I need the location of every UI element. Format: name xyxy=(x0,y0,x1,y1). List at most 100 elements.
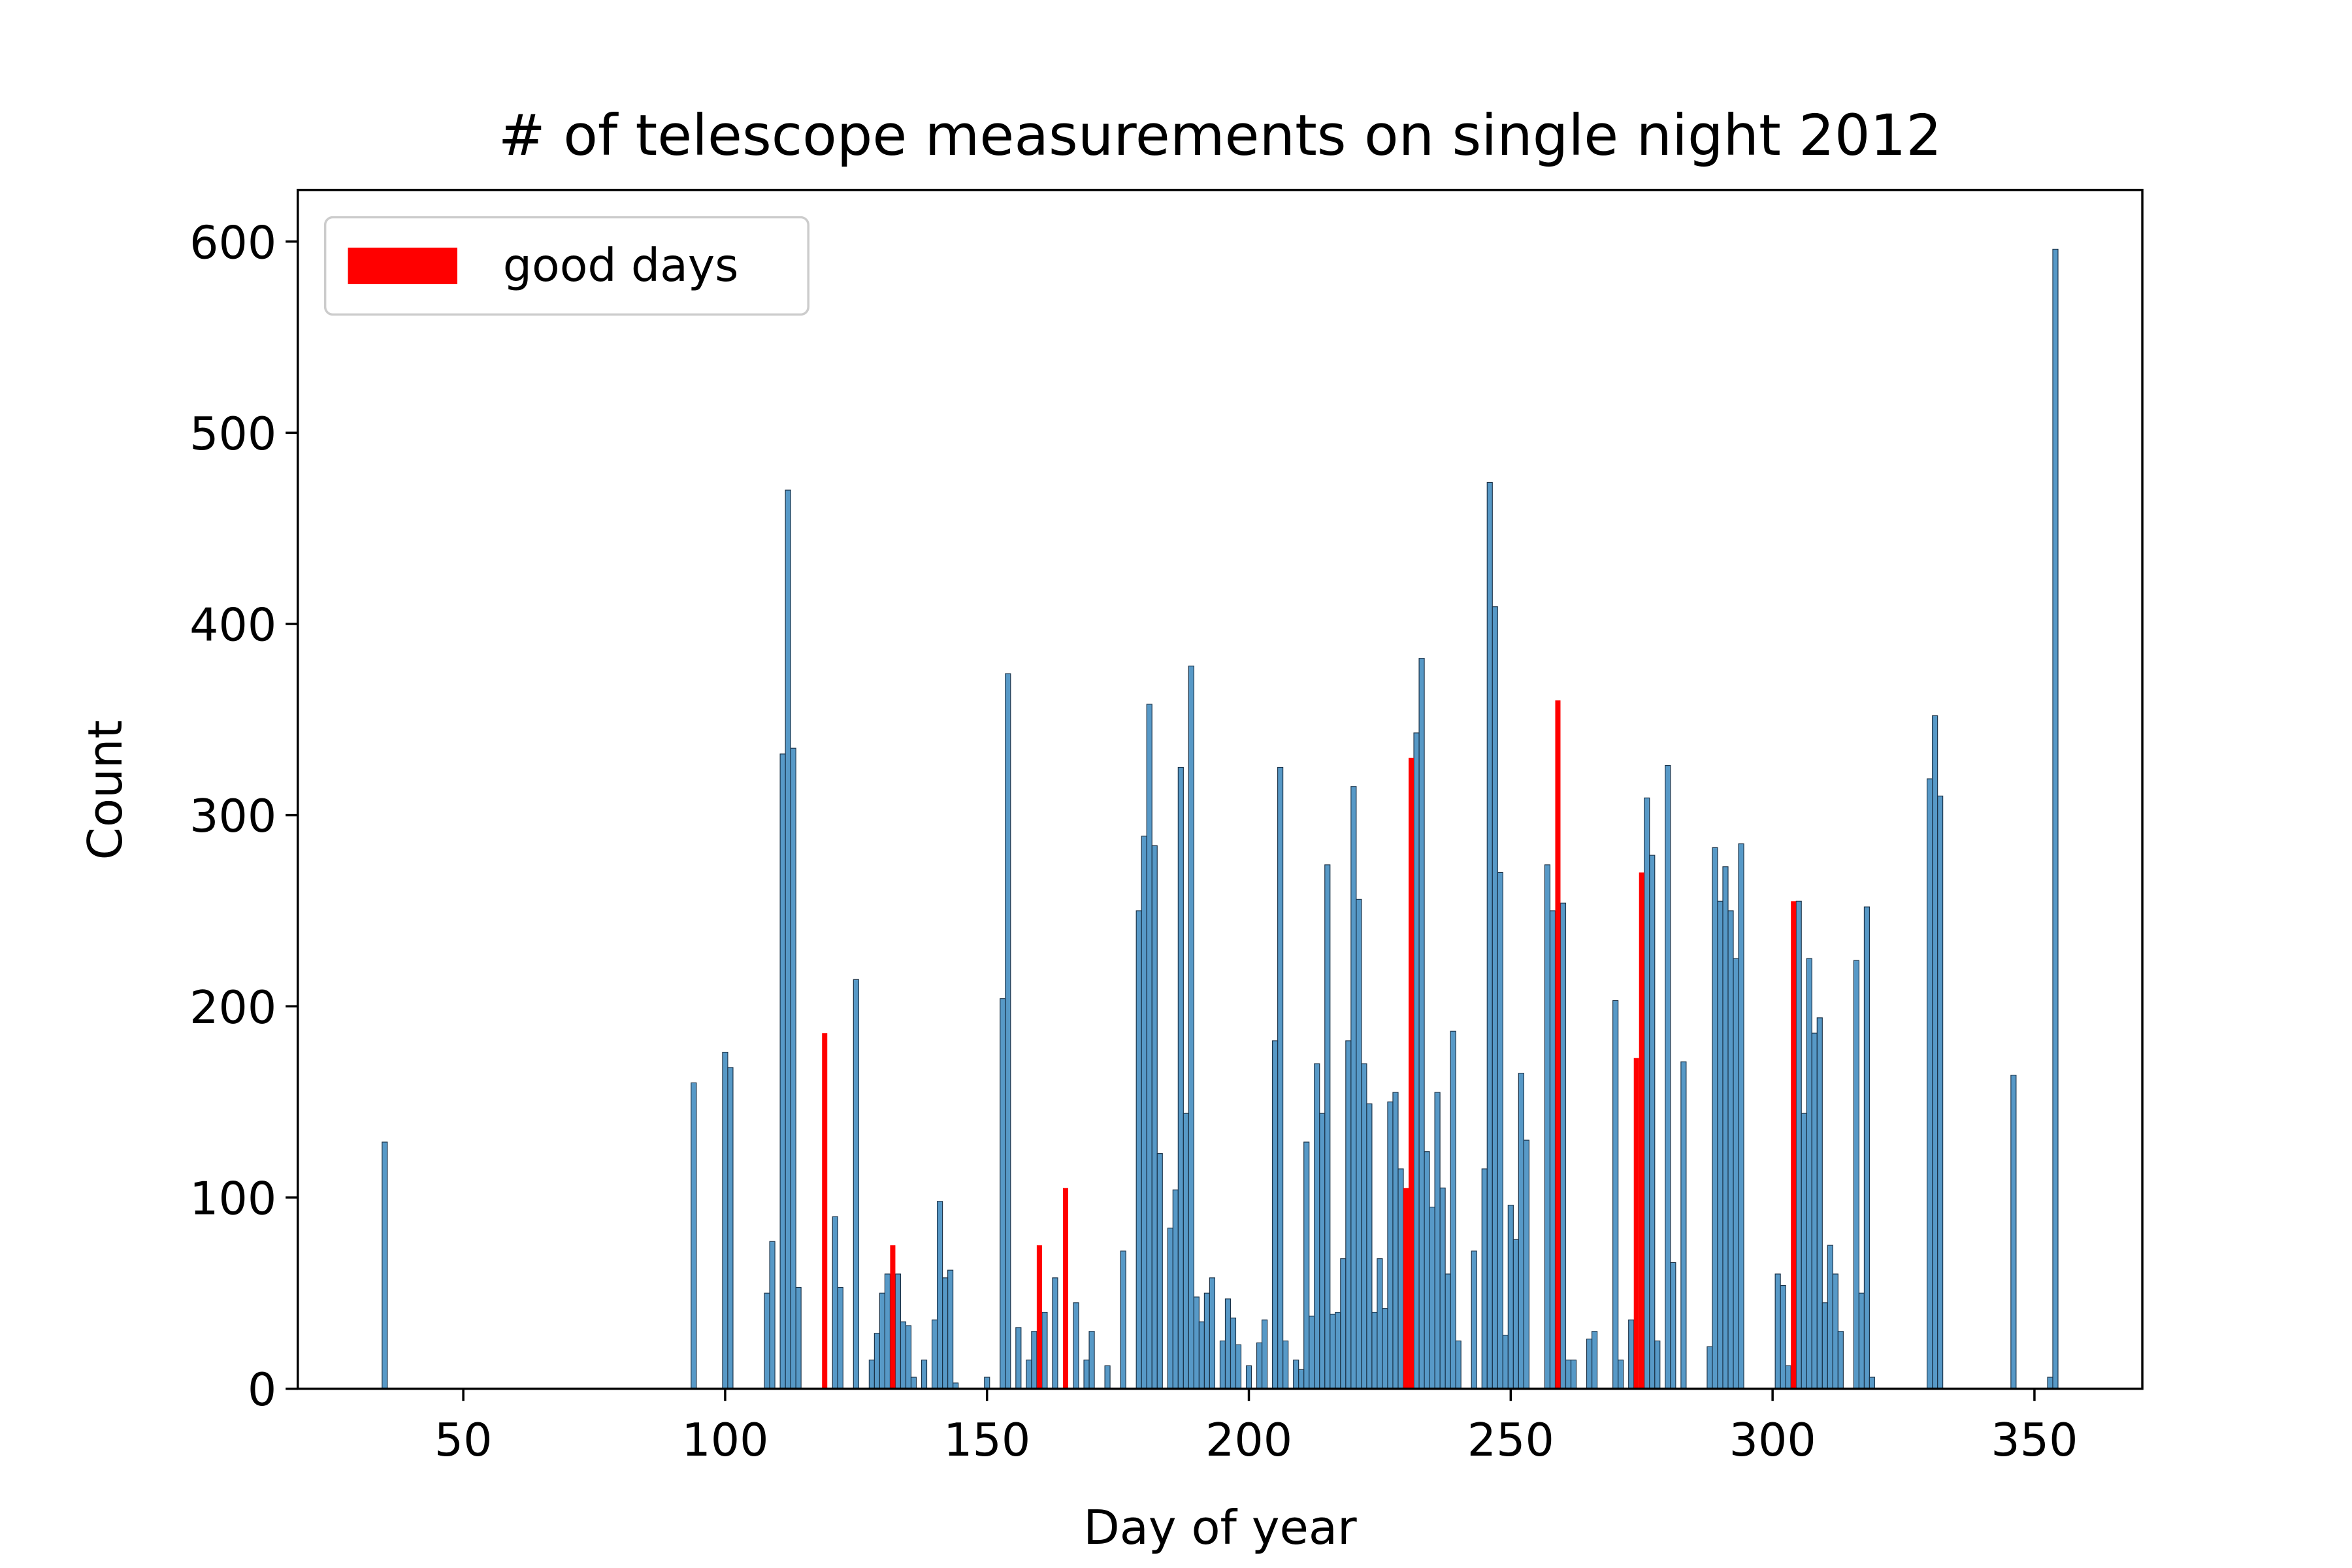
bar xyxy=(921,1360,928,1390)
bar xyxy=(1429,1206,1435,1390)
bar xyxy=(1146,704,1152,1390)
bar xyxy=(1927,778,1933,1390)
bar xyxy=(900,1321,907,1390)
bar xyxy=(1392,1092,1399,1390)
bar xyxy=(1209,1277,1216,1390)
bar xyxy=(1309,1315,1315,1390)
x-tick-label: 200 xyxy=(1205,1414,1292,1467)
bar xyxy=(1523,1139,1529,1390)
bar xyxy=(942,1277,949,1390)
bar xyxy=(1733,958,1739,1390)
bar xyxy=(1858,1292,1865,1390)
bar xyxy=(1424,1151,1430,1390)
bar xyxy=(1502,1335,1509,1390)
bar xyxy=(1518,1073,1524,1390)
bar xyxy=(1397,1168,1404,1390)
bar xyxy=(1795,900,1802,1390)
bar xyxy=(1570,1360,1577,1390)
bar xyxy=(1722,866,1729,1390)
bar xyxy=(1811,1032,1818,1390)
bar xyxy=(1821,1302,1828,1390)
bar xyxy=(1120,1250,1126,1390)
bar xyxy=(947,1269,954,1390)
bar xyxy=(1193,1296,1200,1390)
bar xyxy=(1298,1369,1305,1390)
bar xyxy=(1544,864,1551,1390)
bar xyxy=(1387,1102,1394,1390)
bar xyxy=(1853,960,1859,1390)
bar xyxy=(2052,248,2059,1390)
bar xyxy=(1560,902,1567,1390)
bar xyxy=(1618,1360,1624,1390)
bar xyxy=(879,1292,885,1390)
x-axis-label: Day of year xyxy=(1083,1501,1357,1556)
bar xyxy=(1507,1205,1514,1390)
bar xyxy=(1172,1189,1179,1390)
bar xyxy=(2047,1377,2053,1390)
y-tick-label: 200 xyxy=(189,981,276,1034)
bar xyxy=(1832,1273,1838,1390)
bar xyxy=(1512,1239,1519,1390)
bar xyxy=(931,1319,938,1390)
bar xyxy=(1135,910,1142,1390)
chart-title: # of telescope measurements on single ni… xyxy=(498,103,1942,169)
bar xyxy=(1335,1311,1341,1390)
legend-label: good days xyxy=(503,239,739,292)
bar xyxy=(1639,872,1644,1389)
bar xyxy=(1036,1245,1042,1389)
plot-frame xyxy=(297,188,2144,1390)
bar xyxy=(1303,1141,1310,1390)
bar xyxy=(1224,1298,1232,1390)
bar xyxy=(1188,665,1194,1390)
bar xyxy=(1330,1313,1336,1390)
bar xyxy=(1261,1319,1268,1390)
bar xyxy=(1340,1258,1347,1390)
bar xyxy=(1806,958,1812,1390)
bar xyxy=(1041,1311,1048,1390)
bar xyxy=(1481,1168,1488,1390)
bar xyxy=(1272,1040,1279,1390)
bar xyxy=(1774,1273,1781,1390)
bar xyxy=(1869,1377,1876,1390)
bar xyxy=(1198,1321,1205,1390)
bar xyxy=(1717,900,1723,1390)
y-tick-label: 100 xyxy=(189,1173,276,1226)
bar xyxy=(1052,1277,1058,1390)
bar xyxy=(1780,1284,1786,1390)
bar xyxy=(722,1051,728,1390)
bar xyxy=(1863,906,1870,1390)
bar xyxy=(1937,795,1944,1390)
bar xyxy=(874,1333,880,1390)
bar xyxy=(1177,766,1184,1390)
bar xyxy=(1409,757,1414,1389)
bar xyxy=(1738,843,1744,1390)
bar xyxy=(832,1216,838,1390)
x-tick-label: 350 xyxy=(1991,1414,2078,1467)
bar xyxy=(1073,1302,1079,1390)
bar xyxy=(779,753,786,1390)
bar xyxy=(1104,1365,1111,1390)
bar xyxy=(1151,845,1158,1390)
bar xyxy=(1403,1188,1409,1389)
bar xyxy=(1816,1017,1823,1390)
bar xyxy=(1245,1365,1252,1390)
bar xyxy=(1785,1365,1791,1390)
bar xyxy=(1203,1292,1210,1390)
bar xyxy=(1005,673,1011,1390)
bar xyxy=(1156,1153,1163,1390)
bar xyxy=(1445,1273,1451,1390)
bar xyxy=(1356,898,1362,1390)
bar xyxy=(382,1141,388,1390)
bar xyxy=(1350,786,1357,1390)
bar xyxy=(1492,606,1498,1390)
bar xyxy=(1486,482,1493,1390)
bar xyxy=(2010,1075,2017,1390)
bar xyxy=(853,979,859,1390)
bar xyxy=(764,1292,770,1390)
bar xyxy=(1665,764,1671,1390)
bar xyxy=(1277,766,1284,1390)
bar xyxy=(1219,1340,1226,1390)
bar xyxy=(1727,910,1734,1390)
bar xyxy=(1167,1228,1173,1390)
